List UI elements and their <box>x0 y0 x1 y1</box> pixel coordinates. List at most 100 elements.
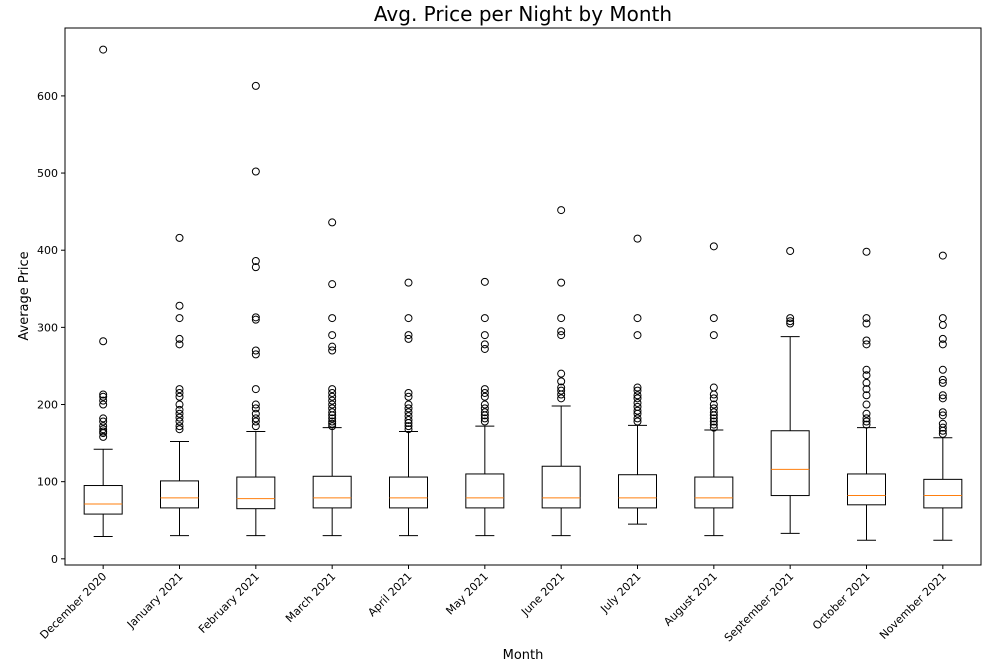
outlier-point <box>938 251 947 260</box>
outlier-point <box>404 392 413 401</box>
x-tick-label: August 2021 <box>661 570 720 629</box>
outlier-point <box>404 314 413 323</box>
outlier-point <box>557 278 566 287</box>
outlier-point <box>251 414 260 423</box>
outlier-point <box>633 417 642 426</box>
outlier-point <box>938 419 947 428</box>
plot-frame <box>64 27 982 566</box>
outlier-point <box>938 429 947 438</box>
outlier-point <box>633 402 642 411</box>
outlier-point <box>480 314 489 323</box>
outlier-point <box>404 278 413 287</box>
outlier-point <box>480 404 489 413</box>
outlier-point <box>786 246 795 255</box>
box-iqr <box>618 474 657 509</box>
outlier-point <box>480 400 489 409</box>
outlier-point <box>404 388 413 397</box>
outlier-point <box>862 247 871 256</box>
x-tick-label: October 2021 <box>810 570 873 633</box>
outlier-point <box>99 400 108 409</box>
box-11 <box>923 251 963 541</box>
chart-title: Avg. Price per Night by Month <box>374 2 672 26</box>
y-tick-label: 600 <box>37 90 58 103</box>
outlier-point <box>251 385 260 394</box>
outlier-point <box>938 314 947 323</box>
box-5 <box>465 277 505 537</box>
outlier-point <box>709 420 718 429</box>
outlier-point <box>709 414 718 423</box>
outlier-point <box>328 419 337 428</box>
outlier-point <box>862 391 871 400</box>
outlier-point <box>480 331 489 340</box>
y-tick-label: 200 <box>37 399 58 412</box>
box-iqr <box>694 476 734 509</box>
outlier-point <box>709 423 718 432</box>
outlier-point <box>328 414 337 423</box>
outlier-point <box>404 422 413 431</box>
box-10 <box>847 247 886 541</box>
outlier-point <box>786 319 795 328</box>
outlier-point <box>633 394 642 403</box>
outlier-point <box>862 319 871 328</box>
outlier-point <box>480 392 489 401</box>
outlier-point <box>862 340 871 349</box>
outlier-point <box>99 422 108 431</box>
box-iqr <box>160 480 199 509</box>
outlier-point <box>251 350 260 359</box>
box-7 <box>618 234 657 525</box>
outlier-point <box>938 408 947 417</box>
outlier-point <box>328 400 337 409</box>
outlier-point <box>862 417 871 426</box>
box-3 <box>312 218 352 537</box>
outlier-point <box>328 314 337 323</box>
outlier-point <box>633 314 642 323</box>
box-iqr <box>83 485 123 515</box>
outlier-point <box>175 405 184 414</box>
box-iqr <box>847 473 886 506</box>
outlier-point <box>633 234 642 243</box>
outlier-point <box>175 301 184 310</box>
outlier-point <box>633 391 642 400</box>
outlier-point <box>251 422 260 431</box>
outlier-point <box>938 394 947 403</box>
outlier-point <box>328 346 337 355</box>
outlier-point <box>938 391 947 400</box>
outlier-point <box>938 334 947 343</box>
outlier-point <box>328 417 337 426</box>
outlier-point <box>938 340 947 349</box>
outlier-point <box>328 331 337 340</box>
outlier-point <box>99 432 108 441</box>
outlier-point <box>480 277 489 286</box>
x-axis: December 2020 January 2021 February 2021 Ma… <box>37 565 949 644</box>
outlier-point <box>99 390 108 399</box>
outlier-point <box>99 396 108 405</box>
box-iqr <box>465 473 505 509</box>
outlier-point <box>175 314 184 323</box>
y-axis: 0 100 200 300 400 500 600 <box>37 90 65 566</box>
outlier-point <box>709 404 718 413</box>
outlier-point <box>328 385 337 394</box>
box-iqr <box>236 476 276 510</box>
outlier-point <box>938 378 947 387</box>
outlier-point <box>251 409 260 418</box>
box-iqr <box>312 475 352 509</box>
outlier-point <box>99 392 108 401</box>
x-tick-label: May 2021 <box>443 570 491 618</box>
outlier-point <box>251 404 260 413</box>
outlier-point <box>557 369 566 378</box>
outlier-point <box>938 411 947 420</box>
outlier-point <box>328 408 337 417</box>
outlier-point <box>175 340 184 349</box>
outlier-point <box>938 375 947 384</box>
outlier-point <box>328 388 337 397</box>
box-6 <box>541 206 581 537</box>
outlier-point <box>709 314 718 323</box>
outlier-point <box>251 400 260 409</box>
box-4 <box>389 278 428 537</box>
x-tick-label: December 2020 <box>37 570 109 642</box>
x-tick-label: June 2021 <box>518 570 567 619</box>
outlier-point <box>175 413 184 422</box>
box-1 <box>160 233 199 537</box>
outlier-point <box>175 233 184 242</box>
